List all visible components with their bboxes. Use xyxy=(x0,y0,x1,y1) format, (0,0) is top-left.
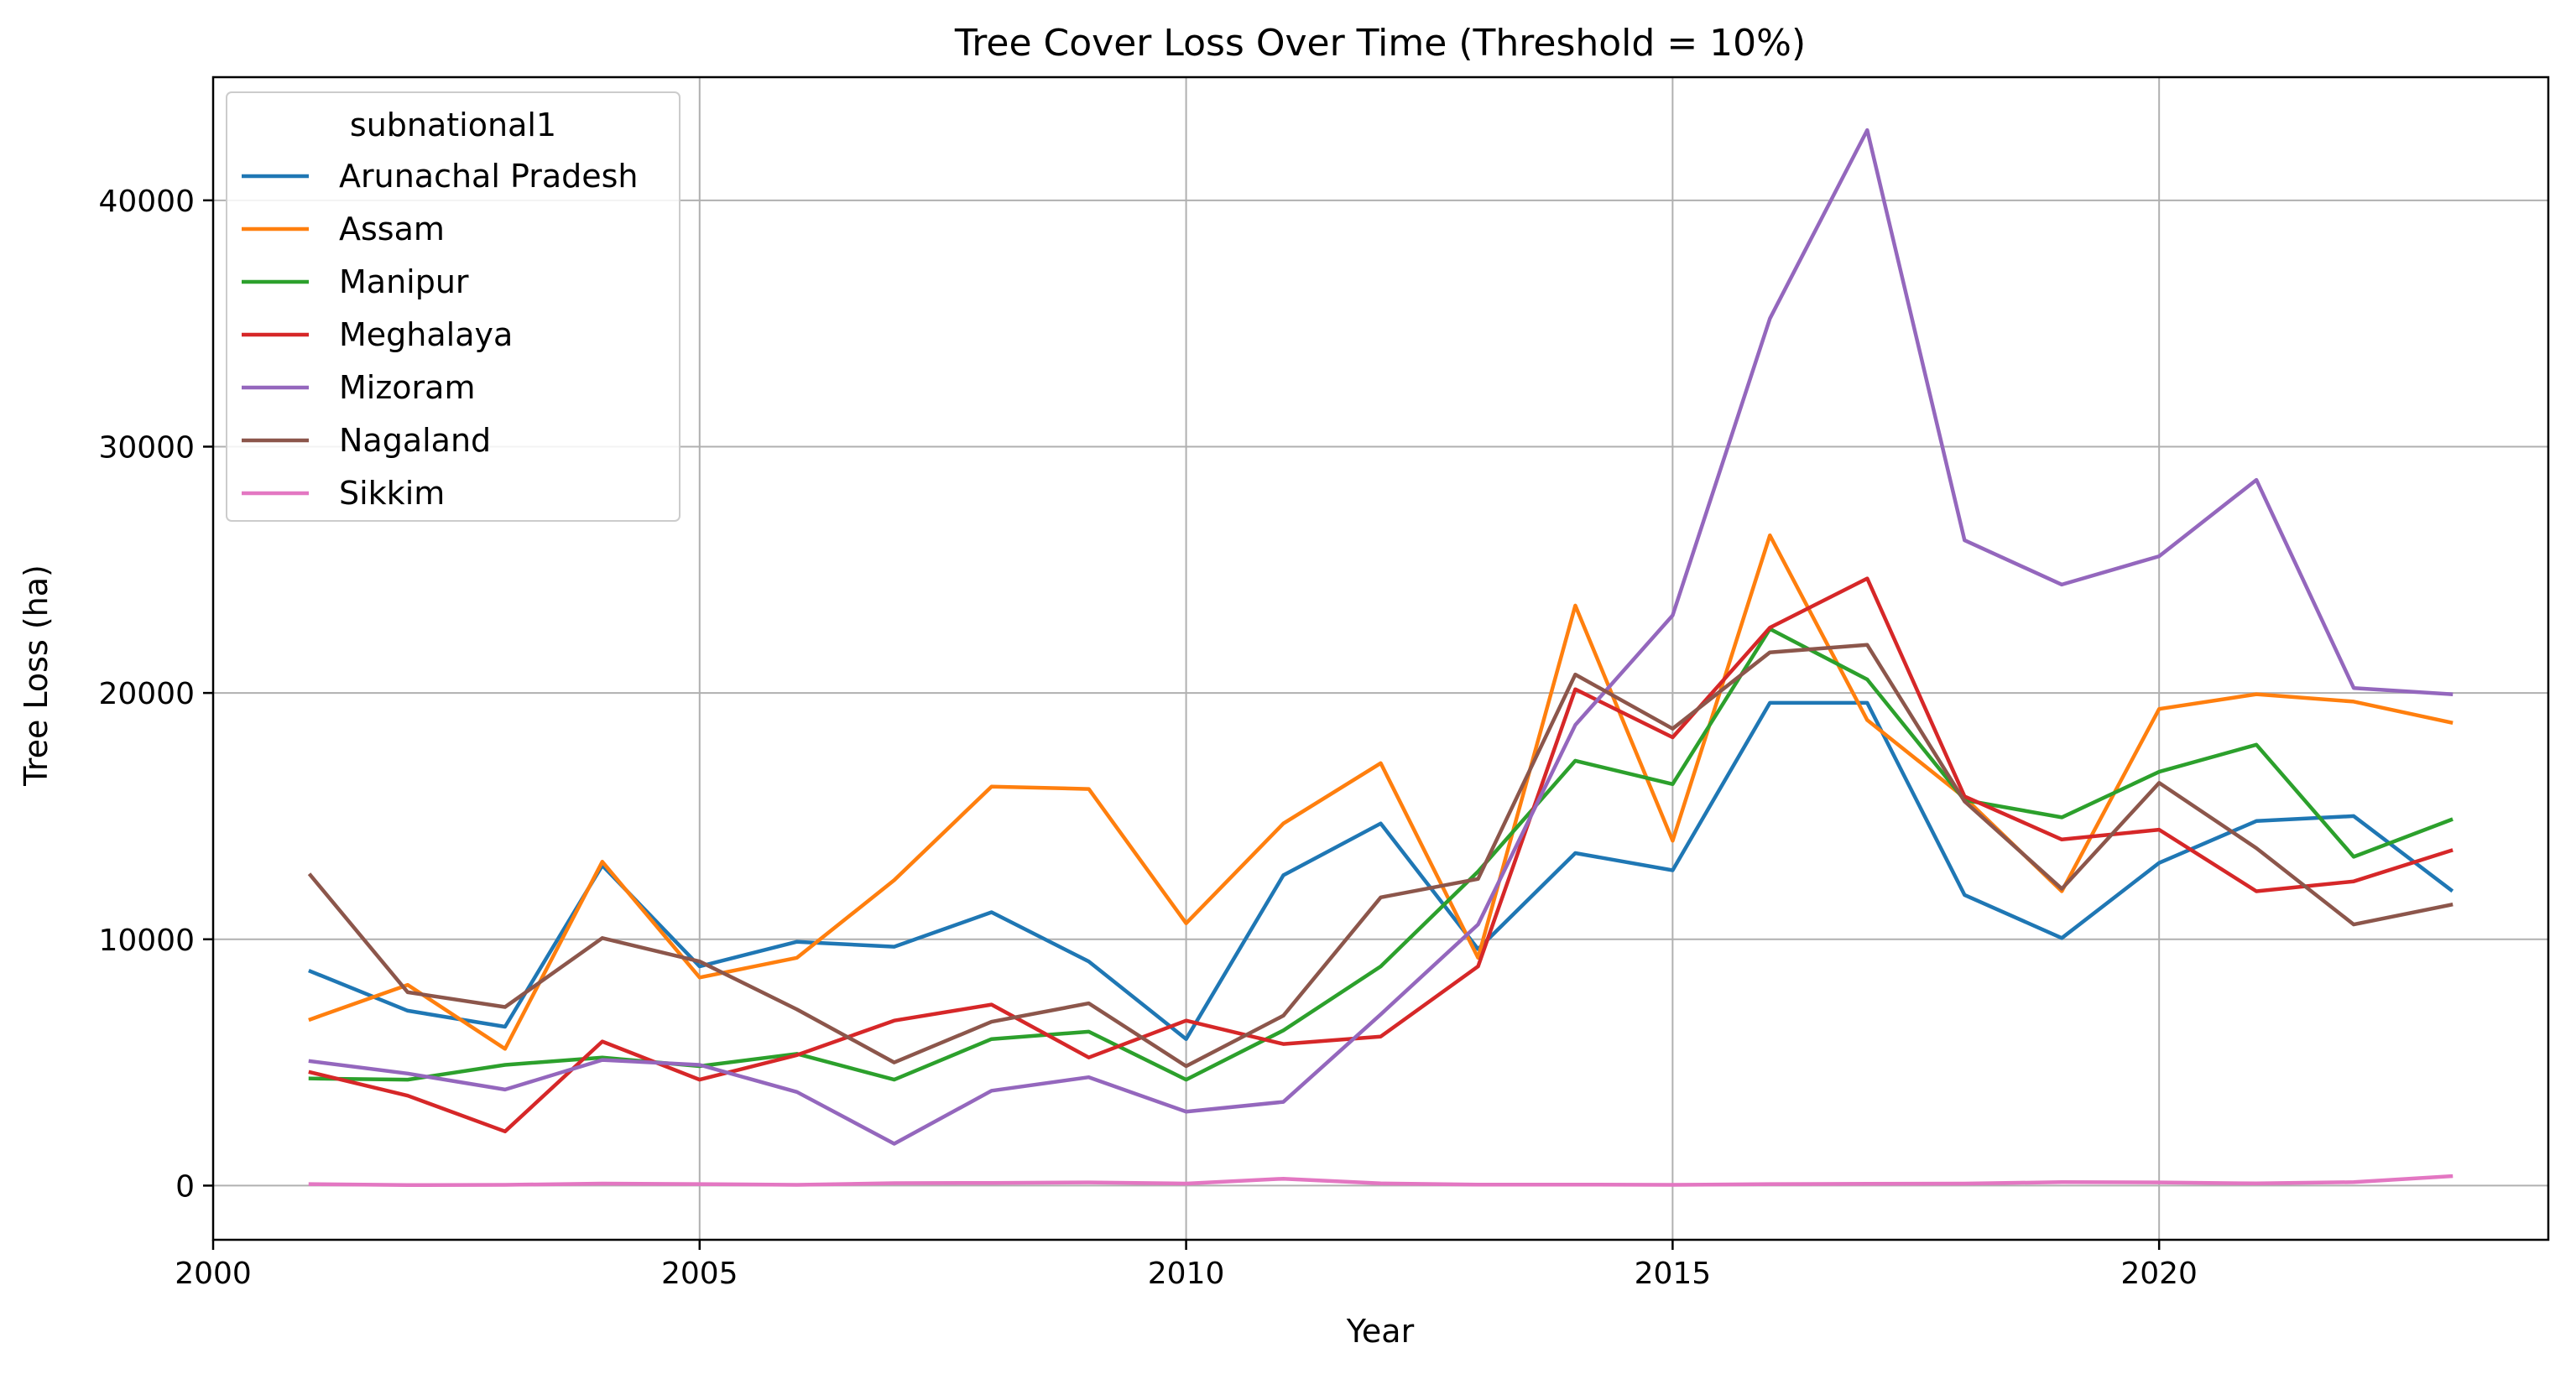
y-tick-label: 30000 xyxy=(98,430,195,465)
series-line-nagaland xyxy=(307,643,2453,1069)
legend-label-nagaland: Nagaland xyxy=(339,422,491,459)
legend-label-arunachal-pradesh: Arunachal Pradesh xyxy=(339,158,639,195)
legend-title: subnational1 xyxy=(350,107,556,143)
y-tick-label: 0 xyxy=(175,1169,195,1204)
x-tick-label: 2000 xyxy=(175,1257,252,1291)
axis-ticks: 2000 2005 2010 2015 2020 0 10000 20000 30000 4000… xyxy=(98,185,2198,1291)
x-tick-label: 2005 xyxy=(661,1257,738,1291)
x-axis-label: Year xyxy=(1346,1313,1415,1350)
x-tick-label: 2010 xyxy=(1148,1257,1225,1291)
series-line-meghalaya xyxy=(308,576,2453,1134)
y-axis-label: Tree Loss (ha) xyxy=(18,565,55,787)
y-tick-label: 20000 xyxy=(98,677,195,711)
legend-label-meghalaya: Meghalaya xyxy=(339,316,513,353)
legend: subnational1 Arunachal Pradesh Assam Manip… xyxy=(226,91,681,522)
series-line-mizoram xyxy=(308,128,2453,1146)
y-tick-label: 10000 xyxy=(98,924,195,958)
plot-area-frame xyxy=(211,75,2550,1241)
y-tick-label: 40000 xyxy=(98,185,195,219)
legend-label-manipur: Manipur xyxy=(339,263,469,300)
x-tick-label: 2020 xyxy=(2120,1257,2198,1291)
series-line-sikkim xyxy=(308,1174,2453,1188)
legend-entries: Arunachal Pradesh Assam Manipur Meghalaya Mi… xyxy=(242,158,639,512)
legend-box xyxy=(226,91,681,522)
chart-title: Tree Cover Loss Over Time (Threshold = 1… xyxy=(954,22,1806,65)
series-line-assam xyxy=(308,533,2453,1051)
series-line-arunachal-pradesh xyxy=(308,700,2454,1041)
legend-label-assam: Assam xyxy=(339,211,445,247)
series-lines xyxy=(307,128,2454,1188)
legend-label-mizoram: Mizoram xyxy=(339,369,475,406)
legend-label-sikkim: Sikkim xyxy=(339,475,445,512)
x-tick-label: 2015 xyxy=(1635,1257,1712,1291)
